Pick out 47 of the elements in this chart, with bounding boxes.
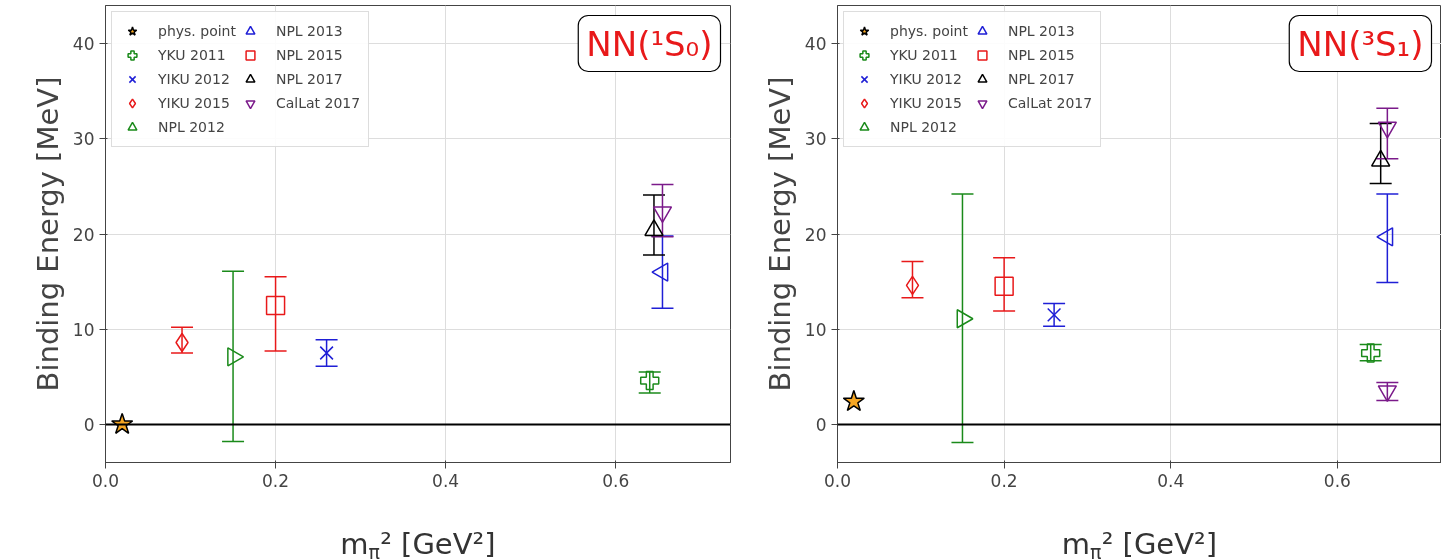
legend-label: NPL 2015 <box>1007 46 1075 65</box>
legend-label: NPL 2013 <box>275 22 343 41</box>
point <box>842 389 866 412</box>
legend-label: NPL 2017 <box>275 70 343 89</box>
y-tick-label: 40 <box>72 34 95 55</box>
y-tick-label: 20 <box>72 224 95 245</box>
y-tick-label: 30 <box>804 129 827 150</box>
x-tick-label: 0.4 <box>432 470 460 491</box>
legend-label: phys. point <box>890 22 968 41</box>
annotation: NN(³S₁) <box>1297 23 1424 64</box>
x-tick-label: 0.2 <box>262 470 290 491</box>
annotation: NN(¹S₀) <box>586 23 713 64</box>
x-tick-label: 0.0 <box>823 470 852 491</box>
point <box>994 276 1014 297</box>
legend-label: phys. point <box>158 22 236 41</box>
legend-label: YKU 2011 <box>158 46 226 65</box>
legend-label: NPL 2015 <box>275 46 343 65</box>
legend-label: YIKU 2012 <box>158 70 230 89</box>
y-tick-label: 10 <box>72 319 95 340</box>
point <box>905 275 920 296</box>
y-tick-label: 0 <box>815 414 827 435</box>
legend-label: NPL 2013 <box>1007 22 1075 41</box>
y-axis-title: Binding Energy [MeV] <box>30 76 65 392</box>
y-axis-title: Binding Energy [MeV] <box>762 76 797 392</box>
legend-label: YKU 2011 <box>890 46 958 65</box>
y-tick-label: 10 <box>804 319 827 340</box>
legend-label: NPL 2017 <box>1007 70 1075 89</box>
y-tick-label: 40 <box>804 34 827 55</box>
x-tick-label: 0.6 <box>602 470 630 491</box>
y-tick-label: 30 <box>72 129 95 150</box>
legend-label: YIKU 2015 <box>890 94 962 113</box>
point <box>1046 307 1062 323</box>
x-tick-label: 0.4 <box>1157 470 1185 491</box>
y-tick-label: 20 <box>804 224 827 245</box>
legend-label: CalLat 2017 <box>275 94 361 113</box>
legend-label: CalLat 2017 <box>1007 94 1093 113</box>
point <box>265 295 286 316</box>
point <box>1377 121 1398 139</box>
legend-label: YIKU 2012 <box>890 70 962 89</box>
x-tick-label: 0.2 <box>990 470 1018 491</box>
x-tick-label: 0.6 <box>1323 470 1351 491</box>
legend-label: NPL 2012 <box>890 118 957 137</box>
legend-label: YIKU 2015 <box>158 94 230 113</box>
x-tick-label: 0.0 <box>91 470 120 491</box>
y-tick-label: 0 <box>83 414 95 435</box>
legend-label: NPL 2012 <box>158 118 225 137</box>
point <box>319 345 334 361</box>
